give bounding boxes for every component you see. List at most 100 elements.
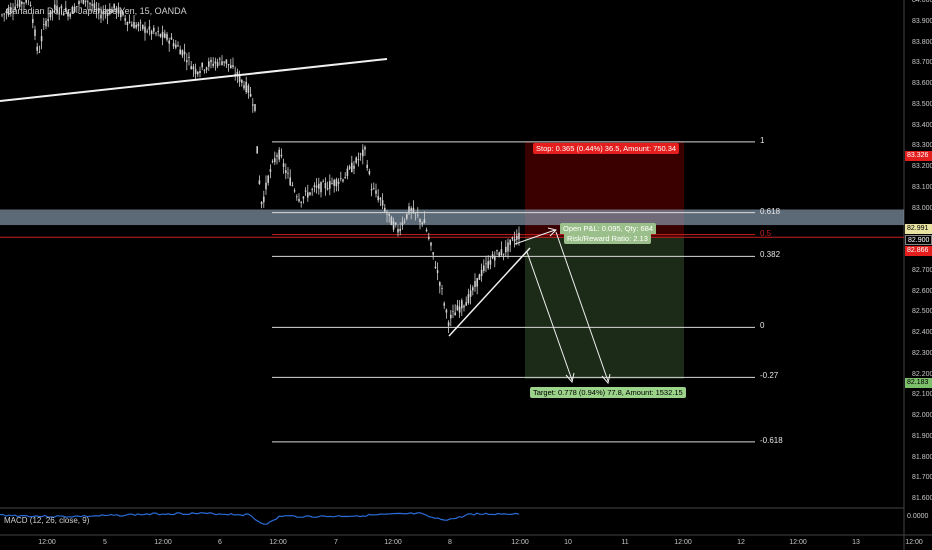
drawings[interactable] <box>0 58 611 385</box>
candle-body <box>280 154 283 157</box>
candle-body <box>502 253 505 255</box>
candle-body <box>491 254 494 259</box>
candle-body <box>76 6 78 7</box>
candle-body <box>390 216 393 226</box>
fib-level-label: 0 <box>760 321 765 331</box>
candle-body <box>122 11 124 16</box>
candle-body <box>186 60 188 63</box>
candle-body <box>36 46 38 51</box>
candle-body <box>18 0 21 8</box>
candle-body <box>29 5 32 6</box>
target-label[interactable]: Target: 0.778 (0.94%) 77.8, Amount: 1532… <box>530 387 686 398</box>
candle-body <box>109 8 111 14</box>
candle-body <box>21 1 23 5</box>
candle-body <box>285 170 287 173</box>
time-axis-label: 12:00 <box>511 539 529 546</box>
candle-body <box>298 198 300 202</box>
candle-body <box>223 61 225 63</box>
rr-label[interactable]: Risk/Reward Ratio: 2.13 <box>564 233 651 244</box>
price-axis-label: 81.600 <box>912 495 932 502</box>
time-axis-label: 12:00 <box>269 539 287 546</box>
candle-body <box>128 21 131 23</box>
candle-body <box>368 171 371 175</box>
candle-body <box>447 322 450 326</box>
candle-body <box>487 261 489 269</box>
candle-body <box>313 185 316 187</box>
candle-body <box>168 40 170 44</box>
candle-body <box>190 66 192 70</box>
candle-body <box>43 24 45 25</box>
candle-body <box>267 175 269 183</box>
candle-body <box>322 181 324 183</box>
candle-body <box>379 197 382 200</box>
candle-body <box>364 146 366 150</box>
price-axis-label: 81.800 <box>912 453 932 461</box>
candle-body <box>505 246 507 253</box>
candle-body <box>1 14 3 16</box>
arrow-head <box>601 373 611 385</box>
pnl-label[interactable]: Open P&L: 0.095, Qty: 684 <box>560 223 657 234</box>
candle-body <box>419 218 421 223</box>
candle-body <box>65 7 67 11</box>
candle-body <box>353 165 355 169</box>
fib-retracement[interactable] <box>272 141 755 443</box>
candle-body <box>425 229 428 232</box>
candle-body <box>386 213 388 215</box>
price-axis-label: 83.700 <box>912 59 932 67</box>
candle-body <box>456 305 459 311</box>
chart-title: Canadian Dollar / Japanese Yen, 15, OAND… <box>6 6 187 16</box>
candle-body <box>494 256 496 261</box>
arrow-head <box>565 372 575 384</box>
candle-body <box>296 196 298 198</box>
candle-body <box>307 192 309 198</box>
target-price-tag: 82.183 <box>905 378 932 388</box>
candle-body <box>227 64 230 66</box>
candle-body <box>282 163 285 167</box>
price-axis-label: 83.900 <box>912 17 932 25</box>
arrow-line <box>555 231 609 382</box>
candle-body <box>153 27 155 32</box>
candle-body <box>507 242 509 252</box>
price-axis-label: 82.000 <box>912 412 932 419</box>
price-axis-label: 83.800 <box>912 38 932 46</box>
candle-body <box>333 179 335 186</box>
candle-body <box>403 221 406 223</box>
candle-body <box>102 11 104 15</box>
candle-body <box>131 24 133 27</box>
candle-body <box>166 34 168 40</box>
candle-body <box>87 1 89 3</box>
candle-body <box>146 31 148 33</box>
candle-body <box>434 266 437 268</box>
time-axis-label: 6 <box>218 539 222 546</box>
candle-body <box>346 168 349 177</box>
price-axis-label: 84.000 <box>912 0 932 4</box>
stop-label[interactable]: Stop: 0.365 (0.44%) 36.5, Amount: 750.34 <box>533 143 680 154</box>
candle-body <box>469 290 472 297</box>
candle-body <box>472 287 474 291</box>
candle-body <box>32 19 34 23</box>
candle-body <box>236 71 239 77</box>
price-axis-label: 82.500 <box>912 308 932 316</box>
candle-body <box>212 63 214 66</box>
candle-body <box>318 183 320 189</box>
candle-body <box>113 3 115 9</box>
price-axis-label: 82.600 <box>912 287 932 295</box>
candle-body <box>252 104 254 106</box>
fib-level-label: 0.382 <box>760 250 781 260</box>
candle-body <box>95 8 98 11</box>
candle-body <box>381 200 384 206</box>
candle-body <box>155 32 157 34</box>
candle-body <box>489 260 492 265</box>
time-axis-label: 12:00 <box>384 539 402 546</box>
candle-body <box>164 33 166 38</box>
candle-body <box>241 79 243 83</box>
candle-body <box>214 61 217 64</box>
price-axis-label: 82.100 <box>912 391 932 399</box>
candle-body <box>458 306 461 313</box>
candle-body <box>265 182 267 190</box>
candle-body <box>144 26 146 33</box>
candle-body <box>67 11 69 17</box>
candle-body <box>399 228 401 232</box>
candle-body <box>263 196 265 203</box>
